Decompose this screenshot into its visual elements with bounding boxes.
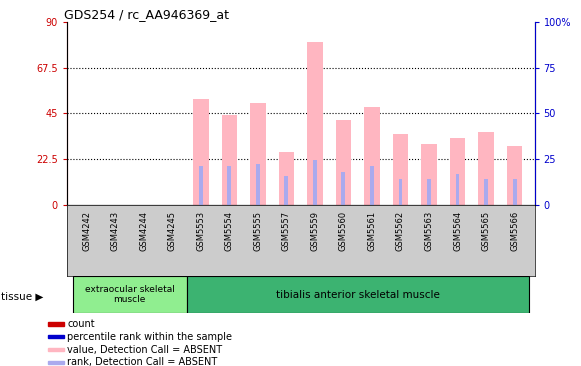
- Text: GSM5555: GSM5555: [253, 211, 263, 251]
- Bar: [512, 179, 517, 205]
- FancyBboxPatch shape: [73, 276, 187, 313]
- Bar: [364, 107, 380, 205]
- Text: GSM4245: GSM4245: [168, 211, 177, 251]
- Text: tibialis anterior skeletal muscle: tibialis anterior skeletal muscle: [276, 290, 440, 300]
- Text: GSM5564: GSM5564: [453, 211, 462, 251]
- Text: percentile rank within the sample: percentile rank within the sample: [67, 332, 232, 342]
- Text: GSM4243: GSM4243: [111, 211, 120, 251]
- Bar: [478, 132, 494, 205]
- Text: GSM5557: GSM5557: [282, 211, 291, 251]
- Bar: [450, 138, 465, 205]
- Bar: [307, 42, 323, 205]
- Bar: [250, 103, 266, 205]
- Bar: [370, 166, 374, 205]
- Text: GSM5560: GSM5560: [339, 211, 348, 251]
- Bar: [484, 179, 488, 205]
- Bar: [227, 166, 231, 205]
- Text: GSM4242: GSM4242: [83, 211, 91, 251]
- Text: value, Detection Call = ABSENT: value, Detection Call = ABSENT: [67, 345, 222, 355]
- Bar: [336, 120, 352, 205]
- Bar: [48, 322, 64, 325]
- Bar: [48, 335, 64, 338]
- Bar: [393, 134, 408, 205]
- Text: extraocular skeletal
muscle: extraocular skeletal muscle: [85, 285, 174, 305]
- Bar: [278, 152, 294, 205]
- Bar: [193, 99, 209, 205]
- Text: GSM4244: GSM4244: [139, 211, 148, 251]
- Text: GDS254 / rc_AA946369_at: GDS254 / rc_AA946369_at: [64, 8, 229, 21]
- Text: GSM5561: GSM5561: [367, 211, 376, 251]
- Text: GSM5563: GSM5563: [425, 211, 433, 251]
- Bar: [48, 348, 64, 351]
- Text: GSM5559: GSM5559: [310, 211, 320, 251]
- Text: rank, Detection Call = ABSENT: rank, Detection Call = ABSENT: [67, 358, 217, 366]
- Text: count: count: [67, 319, 95, 329]
- Bar: [507, 146, 522, 205]
- Bar: [48, 361, 64, 364]
- Text: tissue ▶: tissue ▶: [1, 291, 44, 302]
- Text: GSM5566: GSM5566: [510, 211, 519, 251]
- Bar: [285, 176, 288, 205]
- Bar: [342, 172, 346, 205]
- Bar: [456, 175, 460, 205]
- Bar: [399, 179, 403, 205]
- Bar: [313, 160, 317, 205]
- FancyBboxPatch shape: [187, 276, 529, 313]
- Bar: [427, 179, 431, 205]
- Text: GSM5553: GSM5553: [196, 211, 205, 251]
- Bar: [256, 164, 260, 205]
- Bar: [221, 116, 237, 205]
- Bar: [199, 166, 203, 205]
- Text: GSM5565: GSM5565: [482, 211, 490, 251]
- Bar: [421, 144, 437, 205]
- Text: GSM5554: GSM5554: [225, 211, 234, 251]
- Text: GSM5562: GSM5562: [396, 211, 405, 251]
